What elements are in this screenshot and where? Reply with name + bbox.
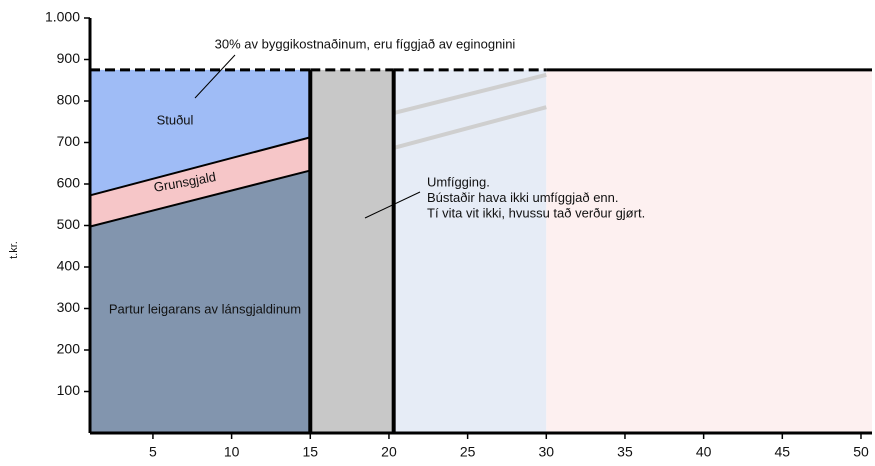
y-tick-label: 200 xyxy=(57,341,81,357)
y-tick-label: 400 xyxy=(57,258,81,274)
y-tick-label: 900 xyxy=(57,50,81,66)
annotation: Bústaðir hava ikki umfíggjað enn. xyxy=(427,190,619,205)
pointer xyxy=(194,54,236,99)
x-tick-label: 45 xyxy=(775,444,791,460)
series-label: Stuðul xyxy=(157,112,194,127)
x-tick-label: 10 xyxy=(224,444,240,460)
y-tick-label: 800 xyxy=(57,92,81,108)
x-tick-label: 25 xyxy=(460,444,476,460)
y-tick-label: 300 xyxy=(57,299,81,315)
pointer xyxy=(364,191,421,219)
annotation: Umfígging. xyxy=(427,174,490,189)
x-tick-label: 30 xyxy=(539,444,555,460)
y-tick-label: 600 xyxy=(57,175,81,191)
y-tick-label: 1.000 xyxy=(45,9,80,25)
x-tick-label: 5 xyxy=(149,444,157,460)
x-tick-label: 20 xyxy=(381,444,397,460)
faint-line xyxy=(393,72,547,115)
y-axis-label: t.kr. xyxy=(8,241,20,259)
area xyxy=(90,69,311,195)
x-tick-label: 15 xyxy=(302,444,318,460)
block xyxy=(310,69,394,433)
block xyxy=(393,69,547,433)
annotation: 30% av byggikostnaðinum, eru fíggjað av … xyxy=(215,36,516,51)
x-tick-label: 50 xyxy=(853,444,869,460)
y-tick-label: 700 xyxy=(57,133,81,149)
annotation: Tí vita vit ikki, hvussu tað verður gjør… xyxy=(427,205,645,220)
faint-line xyxy=(393,105,547,150)
area xyxy=(90,169,311,433)
y-tick-label: 500 xyxy=(57,216,81,232)
block xyxy=(546,69,872,433)
boundary-line xyxy=(89,167,311,228)
boundary-line xyxy=(89,134,311,197)
series-label: Partur leigarans av lánsgjaldinum xyxy=(109,301,301,316)
area xyxy=(90,136,311,226)
y-tick-label: 100 xyxy=(57,382,81,398)
x-tick-label: 35 xyxy=(617,444,633,460)
x-tick-label: 40 xyxy=(696,444,712,460)
